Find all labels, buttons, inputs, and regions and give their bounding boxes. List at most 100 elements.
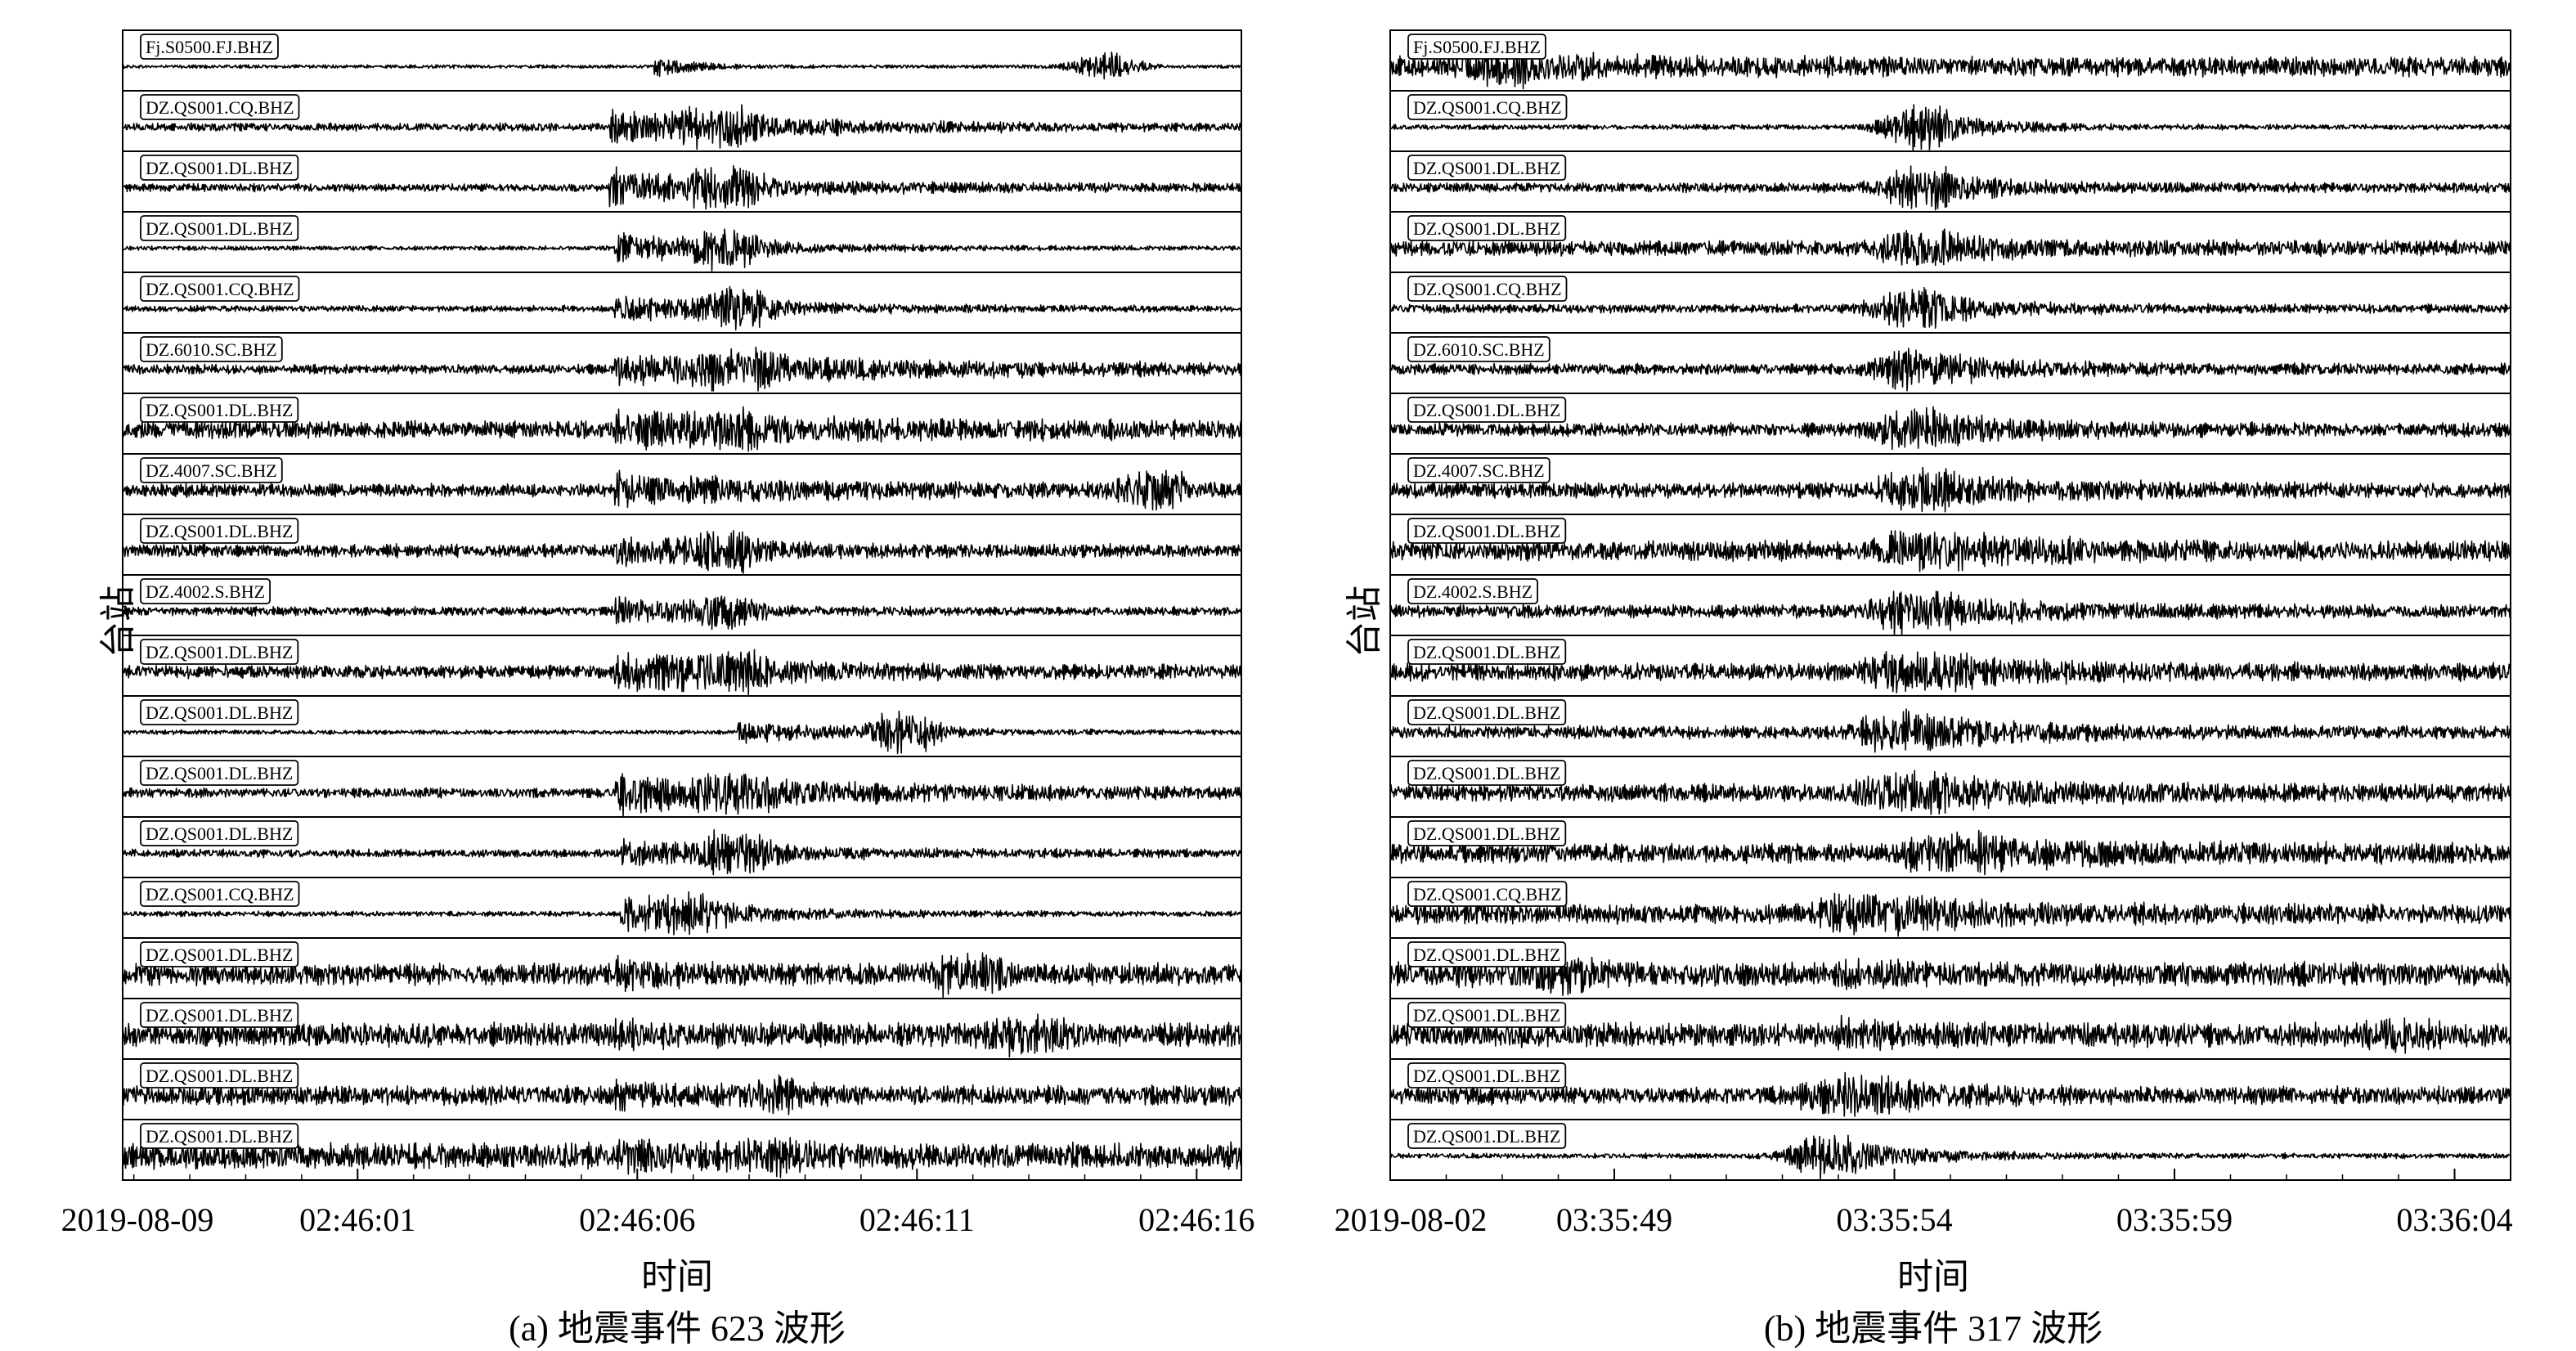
waveform-trace xyxy=(122,530,1242,574)
waveform-trace xyxy=(1389,829,2511,876)
waveform-trace xyxy=(122,406,1242,452)
station-label: Fj.S0500.FJ.BHZ xyxy=(1407,34,1546,60)
x-tick-label: 03:35:49 xyxy=(1556,1201,1672,1238)
station-label-text: DZ.QS001.DL.BHZ xyxy=(146,158,293,178)
station-label: DZ.4007.SC.BHZ xyxy=(140,457,283,483)
panel-b-caption: (b) 地震事件 317 波形 xyxy=(1763,1308,2103,1349)
station-label: DZ.QS001.DL.BHZ xyxy=(1407,639,1567,665)
waveform-trace xyxy=(123,164,1242,210)
station-label: DZ.QS001.DL.BHZ xyxy=(1407,518,1567,544)
station-label: DZ.4002.S.BHZ xyxy=(140,578,272,604)
station-label-text: DZ.QS001.DL.BHZ xyxy=(1413,702,1560,723)
waveform-trace xyxy=(122,772,1242,818)
station-label: DZ.QS001.DL.BHZ xyxy=(140,397,299,423)
station-label: DZ.QS001.DL.BHZ xyxy=(140,699,299,725)
station-label: Fj.S0500.FJ.BHZ xyxy=(140,34,279,60)
station-label: DZ.QS001.DL.BHZ xyxy=(140,820,299,846)
panel-b-xlabel: 时间 xyxy=(1897,1257,1969,1297)
x-tick-label: 02:46:01 xyxy=(299,1201,415,1238)
station-label-text: DZ.QS001.DL.BHZ xyxy=(146,218,293,239)
station-label-text: DZ.QS001.DL.BHZ xyxy=(1413,1126,1560,1147)
station-label-text: DZ.QS001.DL.BHZ xyxy=(1413,158,1560,178)
station-label-text: Fj.S0500.FJ.BHZ xyxy=(146,37,273,57)
station-label-text: DZ.QS001.CQ.BHZ xyxy=(146,279,294,299)
panel-a-xlabel: 时间 xyxy=(641,1257,713,1297)
waveform-trace xyxy=(1389,466,2511,513)
waveform-trace xyxy=(1389,406,2511,451)
station-label: DZ.QS001.DL.BHZ xyxy=(1407,215,1567,241)
station-label-text: DZ.QS001.CQ.BHZ xyxy=(1413,97,1562,118)
station-label: DZ.QS001.DL.BHZ xyxy=(1407,820,1567,846)
station-label: DZ.QS001.DL.BHZ xyxy=(1407,397,1567,423)
panel-a-ylabel: 台站 xyxy=(98,586,138,658)
x-tick-label: 02:46:06 xyxy=(579,1201,695,1238)
station-label-text: DZ.QS001.CQ.BHZ xyxy=(146,97,294,118)
station-label: DZ.QS001.CQ.BHZ xyxy=(1407,276,1568,302)
panel-a-plot: Fj.S0500.FJ.BHZ DZ.QS001.CQ.BHZ DZ.QS001.D… xyxy=(61,29,1254,1238)
waveform-trace xyxy=(1389,770,2511,815)
waveform-trace xyxy=(122,710,1242,755)
station-label: DZ.6010.SC.BHZ xyxy=(1407,336,1551,362)
station-label-text: DZ.QS001.DL.BHZ xyxy=(1413,218,1560,239)
station-label: DZ.QS001.DL.BHZ xyxy=(1407,699,1567,725)
station-label: DZ.QS001.DL.BHZ xyxy=(140,155,299,181)
waveform-trace xyxy=(122,52,1242,80)
station-label: DZ.QS001.DL.BHZ xyxy=(1407,760,1567,786)
waveform-trace xyxy=(1389,590,2511,635)
waveform-trace xyxy=(122,285,1242,331)
station-label-text: Fj.S0500.FJ.BHZ xyxy=(1413,37,1541,57)
station-label-text: DZ.QS001.DL.BHZ xyxy=(146,642,293,662)
x-tick-label: 03:35:59 xyxy=(2116,1201,2233,1238)
station-label: DZ.QS001.DL.BHZ xyxy=(140,518,299,544)
station-label-text: DZ.QS001.CQ.BHZ xyxy=(1413,884,1562,904)
x-date-label: 2019-08-09 xyxy=(61,1201,214,1238)
station-label: DZ.QS001.DL.BHZ xyxy=(140,1062,299,1088)
station-label: DZ.QS001.DL.BHZ xyxy=(140,639,299,665)
waveform-trace xyxy=(122,1137,1242,1178)
waveform-trace xyxy=(1389,286,2511,329)
station-label-text: DZ.QS001.DL.BHZ xyxy=(1413,763,1560,783)
station-label: DZ.QS001.DL.BHZ xyxy=(140,760,299,786)
station-label-text: DZ.QS001.DL.BHZ xyxy=(1413,945,1560,965)
x-tick-label: 02:46:11 xyxy=(859,1201,975,1238)
station-label-text: DZ.QS001.DL.BHZ xyxy=(1413,1005,1560,1026)
station-label-text: DZ.QS001.DL.BHZ xyxy=(146,521,293,541)
panel-b-ylabel: 台站 xyxy=(1344,586,1384,658)
panel-a-caption: (a) 地震事件 623 波形 xyxy=(509,1308,846,1349)
waveform-trace xyxy=(122,891,1242,936)
waveform-trace xyxy=(1389,228,2511,267)
station-label-text: DZ.4007.SC.BHZ xyxy=(146,460,277,481)
waveform-trace xyxy=(1389,1014,2511,1054)
station-label-text: DZ.QS001.CQ.BHZ xyxy=(1413,279,1562,299)
x-tick-label: 02:46:16 xyxy=(1138,1201,1254,1238)
station-label-text: DZ.QS001.DL.BHZ xyxy=(146,1126,293,1147)
station-label-text: DZ.QS001.DL.BHZ xyxy=(146,1005,293,1026)
station-label: DZ.QS001.DL.BHZ xyxy=(140,1002,299,1028)
waveform-trace xyxy=(122,346,1242,392)
station-label: DZ.QS001.CQ.BHZ xyxy=(1407,94,1568,120)
station-label-text: DZ.QS001.DL.BHZ xyxy=(146,1066,293,1086)
station-label-text: DZ.QS001.DL.BHZ xyxy=(1413,1066,1560,1086)
waveform-trace xyxy=(122,228,1242,272)
waveform-trace xyxy=(1389,348,2511,392)
waveform-trace xyxy=(1389,44,2511,90)
station-label-text: DZ.QS001.CQ.BHZ xyxy=(146,884,294,904)
station-label-text: DZ.QS001.DL.BHZ xyxy=(146,824,293,844)
waveform-trace xyxy=(1389,708,2511,753)
waveform-trace xyxy=(1389,1134,2511,1181)
station-label: DZ.QS001.CQ.BHZ xyxy=(140,276,300,302)
station-label: DZ.QS001.DL.BHZ xyxy=(140,1123,299,1149)
waveform-trace xyxy=(122,595,1242,631)
panel-a-frame xyxy=(122,29,1242,1181)
x-date-label: 2019-08-02 xyxy=(1335,1201,1488,1238)
panel-b-plot: Fj.S0500.FJ.BHZ DZ.QS001.CQ.BHZ DZ.QS001.D… xyxy=(1335,29,2513,1238)
station-label: DZ.QS001.CQ.BHZ xyxy=(140,94,300,120)
station-label-text: DZ.QS001.DL.BHZ xyxy=(146,763,293,783)
station-label: DZ.QS001.DL.BHZ xyxy=(1407,155,1567,181)
waveform-trace xyxy=(122,1074,1242,1115)
waveform-trace xyxy=(122,104,1242,150)
station-label: DZ.4002.S.BHZ xyxy=(1407,578,1539,604)
station-label: DZ.QS001.DL.BHZ xyxy=(140,941,299,967)
waveform-trace xyxy=(122,952,1242,999)
